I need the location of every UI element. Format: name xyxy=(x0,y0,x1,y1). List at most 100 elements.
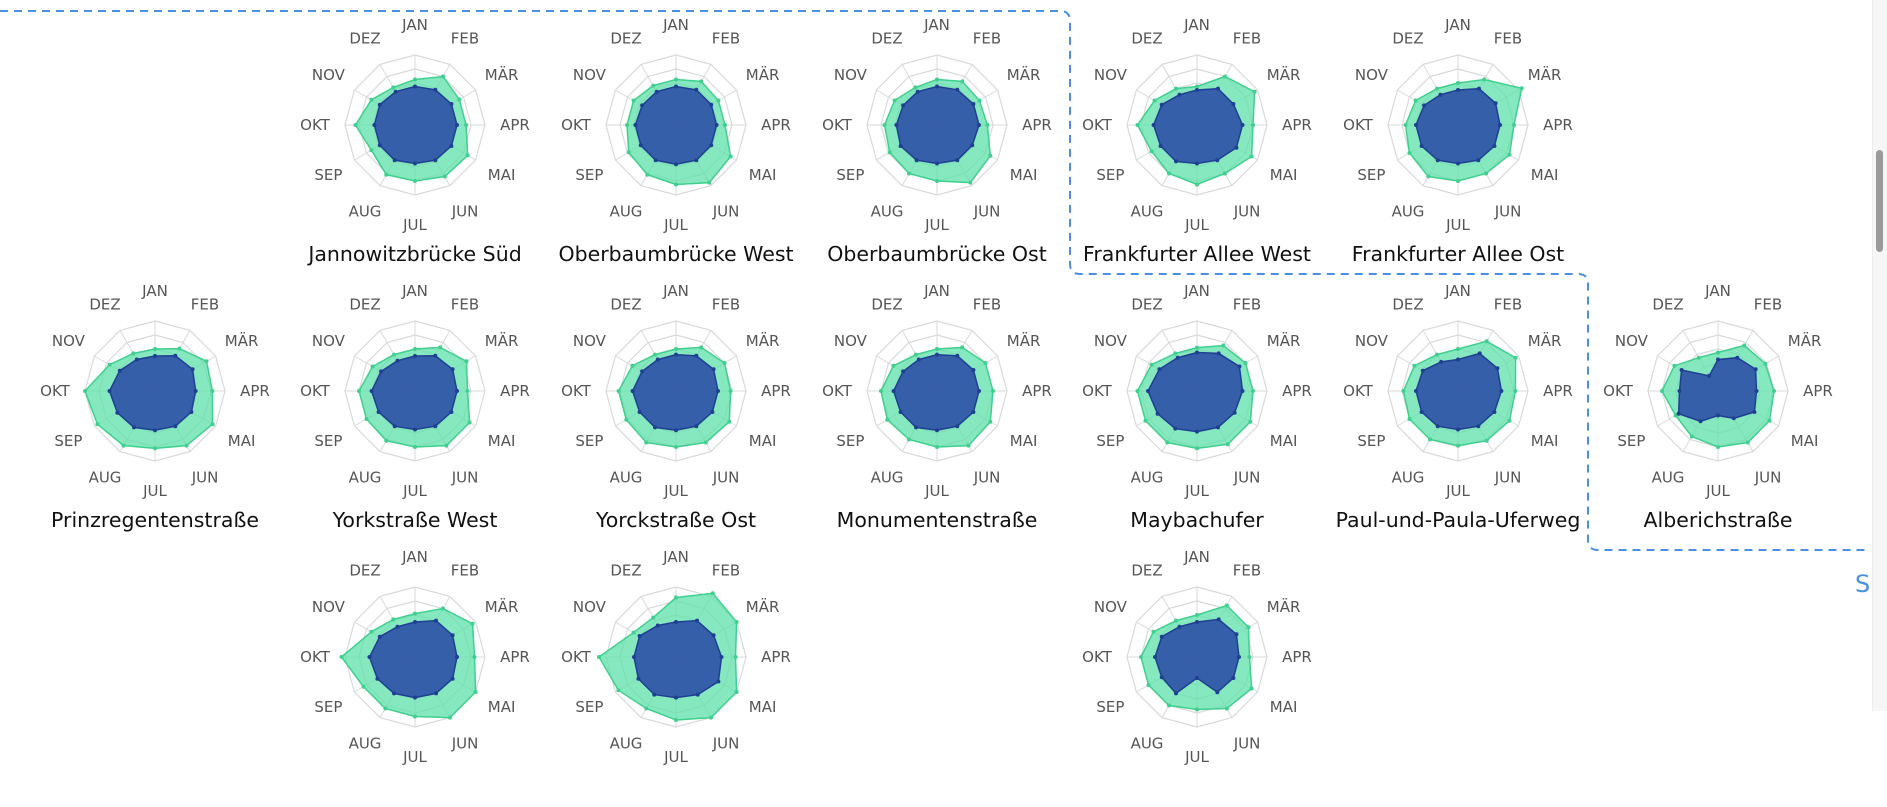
outer-area-point xyxy=(438,345,443,350)
outer-area-point xyxy=(960,79,965,84)
inner-area-point xyxy=(894,123,899,127)
outer-area-point xyxy=(361,684,366,689)
outer-area-point xyxy=(392,352,396,357)
month-label: FEB xyxy=(712,561,740,579)
inner-area-point xyxy=(694,424,699,429)
outer-area-point xyxy=(626,150,631,155)
inner-area-point xyxy=(1716,413,1720,418)
outer-area-point xyxy=(1512,123,1516,127)
month-label: NOV xyxy=(1615,332,1649,350)
month-label: JUN xyxy=(1754,469,1782,487)
month-label: NOV xyxy=(1094,66,1128,84)
month-label: JAN xyxy=(1183,282,1210,300)
month-label: DEZ xyxy=(610,29,641,47)
outer-area-point xyxy=(882,123,887,127)
month-label: DEZ xyxy=(610,561,641,579)
inner-area-point xyxy=(1158,144,1163,148)
outer-area-point xyxy=(184,443,189,448)
month-label: APR xyxy=(1282,382,1312,400)
outer-area-point xyxy=(1221,343,1226,348)
outer-area-point xyxy=(1456,179,1460,183)
outer-area-point xyxy=(1763,361,1768,366)
inner-area-point xyxy=(1177,624,1182,629)
month-label: JAN xyxy=(141,282,168,300)
outer-area-point xyxy=(1456,347,1460,351)
month-label: MÄR xyxy=(746,65,780,84)
month-label: JUL xyxy=(924,482,949,500)
month-label: APR xyxy=(240,382,270,400)
outer-area-point xyxy=(467,420,472,425)
inner-area-point xyxy=(935,428,939,433)
inner-area-point xyxy=(395,358,400,363)
inner-area-point xyxy=(413,84,417,89)
month-label: MÄR xyxy=(485,65,519,84)
outer-area-point xyxy=(1456,443,1460,448)
inner-area-point xyxy=(1231,102,1236,106)
month-label: AUG xyxy=(349,735,382,753)
outer-area-point xyxy=(597,655,601,659)
outer-area-point xyxy=(1435,86,1439,91)
outer-area-point xyxy=(121,443,126,448)
outer-area-point xyxy=(457,97,462,102)
month-label: JUN xyxy=(712,469,740,487)
vertical-scrollbar[interactable] xyxy=(1872,0,1887,711)
inner-area-point xyxy=(107,389,112,393)
month-label: FEB xyxy=(451,561,479,579)
outer-area-point xyxy=(1225,442,1230,447)
month-label: AUG xyxy=(1131,469,1164,487)
inner-area-point xyxy=(1234,632,1239,637)
outer-area-point xyxy=(1224,603,1229,608)
outer-area-point xyxy=(1224,706,1229,711)
outer-area-point xyxy=(1195,446,1199,451)
inner-area-point xyxy=(891,389,896,393)
inner-area-point xyxy=(632,655,636,659)
month-label: OKT xyxy=(40,382,70,400)
inner-area-point xyxy=(971,102,976,106)
outer-area-point xyxy=(983,361,988,365)
outer-area-point xyxy=(709,715,713,720)
month-label: FEB xyxy=(1494,29,1522,47)
outer-area-point xyxy=(907,171,911,176)
month-label: DEZ xyxy=(349,561,380,579)
outer-area-point xyxy=(988,153,993,158)
month-label: JUL xyxy=(1445,216,1470,234)
inner-area-point xyxy=(393,89,398,94)
month-label: APR xyxy=(1803,382,1833,400)
outer-area-point xyxy=(935,445,939,449)
outer-area-point xyxy=(1745,440,1750,445)
outer-area-point xyxy=(413,77,417,82)
inner-area-point xyxy=(153,428,157,433)
scrollbar-thumb[interactable] xyxy=(1876,150,1883,252)
month-label: NOV xyxy=(1094,598,1128,616)
outer-area-point xyxy=(728,389,733,393)
outer-area-point xyxy=(1195,84,1199,89)
outer-area-point xyxy=(707,180,712,185)
inner-area-point xyxy=(1456,357,1460,362)
outer-area-point xyxy=(631,630,636,635)
month-label: SEP xyxy=(575,698,603,716)
month-label: AUG xyxy=(610,735,643,753)
radar-chart: JANFEBMÄRAPRMAIJUNJULAUGSEPOKTNOVDEZYorc… xyxy=(561,282,791,532)
outer-area-point xyxy=(1223,171,1227,176)
inner-area-point xyxy=(1195,676,1199,680)
outer-area-point xyxy=(699,79,704,84)
inner-area-point xyxy=(1234,145,1239,150)
inner-area-point xyxy=(1435,424,1440,429)
inner-area-point xyxy=(637,634,642,638)
month-label: NOV xyxy=(834,66,868,84)
inner-area-point xyxy=(655,357,660,362)
inner-area-point xyxy=(636,676,641,681)
month-label: SEP xyxy=(1096,166,1124,184)
inner-area-point xyxy=(716,679,721,684)
outer-area-point xyxy=(1412,363,1417,368)
outer-area-point xyxy=(107,362,112,367)
month-label: APR xyxy=(1543,382,1573,400)
outer-area-point xyxy=(369,97,374,102)
inner-area-point xyxy=(1698,419,1703,424)
month-label: JAN xyxy=(923,282,950,300)
outer-area-point xyxy=(674,77,678,82)
outer-area-point xyxy=(1426,174,1431,179)
month-label: JAN xyxy=(1444,16,1471,34)
inner-area-point xyxy=(449,144,454,148)
outer-area-point xyxy=(1251,123,1255,127)
